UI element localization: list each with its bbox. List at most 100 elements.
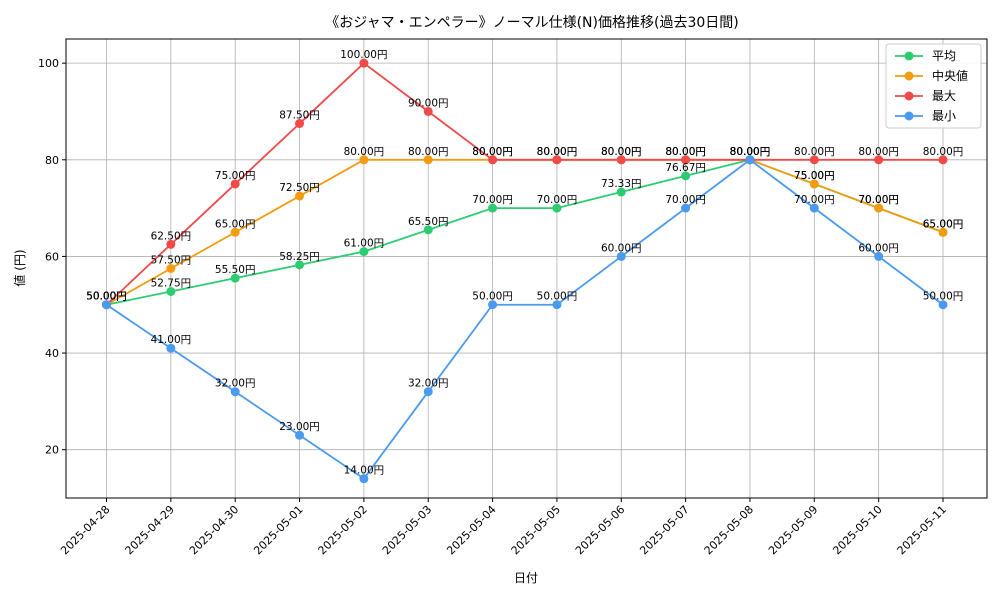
series-最小-point: [745, 155, 755, 165]
series-中央値-point: [230, 227, 240, 237]
series-最小-point: [488, 300, 498, 310]
x-tick-label: 2025-05-02: [316, 503, 370, 557]
series-平均-point: [488, 203, 498, 213]
series-最小-point: [681, 203, 691, 213]
series-最小-point: [359, 474, 369, 484]
series-中央値-point: [423, 155, 433, 165]
series-最大-point: [938, 155, 948, 165]
series-最大-data-label: 75.00円: [215, 170, 256, 182]
series-最大-point: [230, 179, 240, 189]
x-tick-label: 2025-05-07: [637, 503, 691, 557]
series-平均-data-label: 76.67円: [665, 162, 706, 174]
series-最小-data-label: 32.00円: [408, 378, 449, 390]
series-平均-point: [359, 247, 369, 257]
y-tick-label: 60: [45, 250, 59, 263]
series-中央値-data-label: 50.00円: [86, 291, 127, 303]
x-tick-label: 2025-05-08: [702, 503, 756, 557]
x-tick-label: 2025-04-29: [123, 503, 177, 557]
legend-label: 平均: [932, 49, 956, 63]
series-平均-point: [295, 260, 305, 270]
grid: [66, 39, 987, 498]
y-axis-label: 値 (円): [12, 249, 27, 286]
x-tick-label: 2025-04-28: [58, 503, 112, 557]
series-中央値-data-label: 65.00円: [215, 218, 256, 230]
series-最大-data-label: 87.50円: [279, 110, 320, 122]
series-最小-data-label: 41.00円: [151, 334, 192, 346]
series-最小-point: [809, 203, 819, 213]
series-最大-data-label: 50.00円: [86, 291, 127, 303]
series-最小-data-label: 60.00円: [858, 242, 899, 254]
series-最大-point: [359, 58, 369, 68]
legend-label: 中央値: [932, 68, 968, 83]
plot-frame: [65, 38, 988, 499]
series-平均-data-label: 70.00円: [537, 194, 578, 206]
series-最小-data-label: 32.00円: [215, 378, 256, 390]
x-tick-label: 2025-05-04: [444, 503, 498, 557]
series-中央値-point: [166, 264, 176, 273]
legend-swatch-marker: [904, 91, 914, 101]
series-平均-data-label: 70.00円: [472, 194, 513, 206]
series-最小-point: [552, 300, 562, 310]
series-最大-data-label: 100.00円: [340, 49, 387, 61]
series-最大-point: [681, 155, 691, 165]
series-平均-data-label: 65.50円: [408, 216, 449, 228]
series-中央値-data-label: 80.00円: [344, 146, 385, 158]
series-平均-point: [552, 203, 562, 213]
series-中央値-point: [295, 191, 305, 201]
series-最大-point: [874, 155, 884, 165]
series-平均-data-label: 65.00円: [923, 218, 964, 230]
series-最小-data-label: 50.00円: [86, 291, 127, 303]
series-最大-data-label: 80.00円: [730, 146, 771, 158]
series-最大-data-label: 80.00円: [601, 146, 642, 158]
series-中央値-point: [359, 155, 369, 165]
series-平均-point: [423, 225, 433, 235]
legend-swatch-marker: [904, 111, 914, 121]
series-最小-point: [938, 300, 948, 310]
x-tick-label: 2025-05-09: [766, 503, 820, 557]
series-最小-data-label: 14.00円: [344, 465, 385, 477]
series-最小-point: [166, 343, 176, 353]
series-中央値-data-label: 80.00円: [601, 146, 642, 158]
series-最小-data-label: 50.00円: [537, 291, 578, 303]
series-最大-point: [616, 155, 626, 165]
series-中央値-point: [809, 179, 819, 189]
series-中央値-data-label: 57.50円: [151, 255, 192, 267]
series-平均-point: [681, 171, 691, 181]
series-最小-line: [105, 158, 944, 480]
chart-title: 《おジャマ・エンペラー》ノーマル仕様(N)価格推移(過去30日間): [325, 15, 738, 31]
series-最小-data-label: 80.00円: [730, 146, 771, 158]
series-最小-data-label: 60.00円: [601, 242, 642, 254]
series-平均-data-label: 80.00円: [730, 146, 771, 158]
series-最大-data-label: 80.00円: [472, 146, 513, 158]
series-最大-line: [105, 61, 943, 306]
series-最大-point: [488, 155, 498, 165]
y-tick-label: 80: [45, 154, 59, 167]
series-最大-point: [423, 106, 433, 116]
x-tick-label: 2025-05-03: [380, 503, 434, 557]
series-最小-point: [423, 387, 433, 397]
legend-swatch-marker: [904, 71, 914, 81]
x-tick-label: 2025-04-30: [187, 503, 241, 557]
legend-box: [885, 43, 982, 129]
series-最大-point: [295, 119, 305, 129]
series-最大-point: [166, 239, 176, 249]
series-最小-data-label: 50.00円: [472, 291, 513, 303]
x-axis-label: 日付: [514, 571, 538, 585]
data-labels: 50.00円 52.75円 55.50円 58.25円 61.00円 65.50円 70.0…: [86, 49, 963, 477]
series-平均-data-label: 70.00円: [858, 194, 899, 206]
series-最大-data-label: 80.00円: [923, 146, 964, 158]
series-最小-point: [874, 251, 884, 261]
x-tick-label: 2025-05-10: [830, 503, 884, 557]
series-平均-data-label: 75.00円: [794, 170, 835, 182]
series-最大-point: [552, 155, 562, 165]
series-最大-point: [809, 155, 819, 165]
y-tick-label: 20: [45, 444, 59, 457]
series-平均-data-label: 50.00円: [86, 291, 127, 303]
series-中央値-data-label: 70.00円: [858, 194, 899, 206]
x-tick-label: 2025-05-05: [509, 503, 563, 557]
series-中央値-data-label: 80.00円: [665, 146, 706, 158]
series-最小-data-label: 70.00円: [794, 194, 835, 206]
series-最小-point: [295, 430, 305, 440]
